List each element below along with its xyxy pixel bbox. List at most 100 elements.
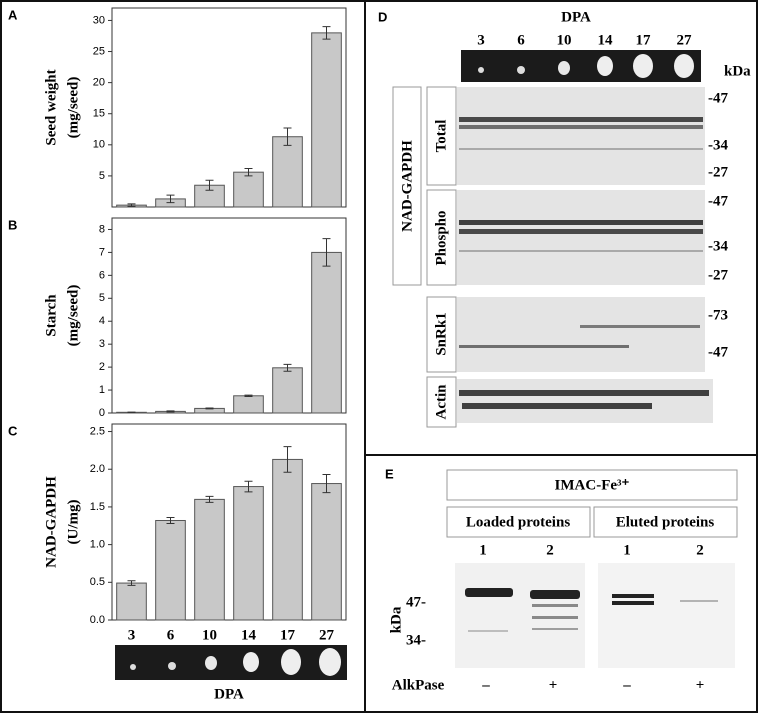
panel-label: C	[8, 423, 18, 438]
y-axis-label: Seed weight	[43, 69, 59, 145]
y-tick-label: 5	[99, 292, 105, 304]
bar	[272, 367, 303, 414]
blot-label: Actin	[433, 384, 449, 420]
x-tick-label: 17	[280, 627, 296, 643]
error-bar	[205, 495, 214, 503]
label-box	[593, 506, 738, 538]
blot-label: SnRk1	[433, 312, 449, 355]
plot-frame	[111, 423, 347, 621]
error-bar	[127, 580, 136, 586]
group-label: Loaded proteins	[466, 514, 570, 530]
y-tick-label: 15	[93, 108, 105, 120]
plot-frame	[111, 7, 347, 208]
bar	[155, 519, 186, 621]
y-tick-label: 30	[93, 14, 105, 26]
marker-label: -27	[708, 267, 728, 283]
error-bar	[127, 203, 136, 207]
blot-image	[457, 87, 713, 423]
lane-label: 1	[623, 542, 631, 558]
error-bar	[244, 394, 253, 397]
x-tick-label: 27	[319, 627, 335, 643]
error-bar	[166, 194, 175, 204]
y-tick-label: 20	[93, 77, 105, 89]
error-bar	[322, 238, 331, 267]
y-axis-label: (mg/seed)	[65, 285, 81, 347]
y-tick-label: 7	[99, 246, 105, 258]
marker-label: -34	[708, 137, 728, 153]
x-tick-label: 10	[202, 627, 217, 643]
unit-label: kDa	[388, 606, 404, 633]
y-axis-label: NAD-GAPDH	[43, 476, 59, 568]
plot-frame	[111, 217, 347, 414]
blot-image	[455, 563, 735, 668]
seed-strip	[461, 50, 701, 82]
bar	[311, 251, 342, 414]
label-box	[446, 469, 738, 501]
marker-label: 34-	[406, 632, 426, 648]
bar	[233, 171, 264, 208]
y-tick-label: 3	[99, 338, 105, 350]
lane-label: 14	[598, 32, 614, 48]
label-box	[426, 86, 457, 186]
bar	[311, 483, 342, 621]
y-axis-label: Starch	[43, 294, 59, 337]
lane-label: 6	[517, 32, 525, 48]
bar	[272, 458, 303, 621]
bar	[194, 498, 225, 621]
treatment-label: AlkPase	[392, 677, 445, 693]
protein-label: NAD-GAPDH	[399, 140, 415, 232]
y-tick-label: 2.5	[90, 425, 105, 437]
unit-label: kDa	[724, 63, 751, 79]
label-box	[446, 506, 591, 538]
lane-label: 3	[477, 32, 485, 48]
y-tick-label: 0.5	[90, 576, 105, 588]
label-box	[426, 296, 457, 373]
blot-title: DPA	[561, 9, 591, 25]
panel-label: A	[8, 7, 18, 22]
bar	[116, 582, 147, 621]
sign-label: +	[696, 677, 705, 693]
error-bar	[244, 167, 253, 177]
label-box	[426, 189, 457, 286]
lane-label: 10	[557, 32, 572, 48]
panel-e-border	[364, 454, 758, 713]
marker-label: -73	[708, 307, 728, 323]
panel-label: B	[8, 217, 17, 232]
y-tick-label: 1	[99, 384, 105, 396]
x-tick-label: 14	[241, 627, 257, 643]
error-bar	[322, 474, 331, 494]
error-bar	[283, 446, 292, 473]
x-axis-label: DPA	[214, 686, 244, 702]
marker-label: -47	[708, 193, 728, 209]
y-tick-label: 10	[93, 139, 105, 151]
sign-label: +	[549, 677, 558, 693]
error-bar	[205, 407, 214, 410]
panel-label: D	[378, 9, 387, 24]
error-bar	[166, 410, 175, 413]
label-box	[426, 376, 457, 428]
label-box	[392, 86, 422, 286]
marker-label: -34	[708, 238, 728, 254]
panel-label: E	[385, 466, 394, 481]
bar	[272, 136, 303, 208]
lane-label: 17	[636, 32, 652, 48]
marker-label: -47	[708, 344, 728, 360]
y-tick-label: 1.0	[90, 539, 105, 551]
error-bar	[322, 26, 331, 40]
marker-label: -47	[708, 90, 728, 106]
error-bar	[205, 179, 214, 191]
y-tick-label: 2	[99, 361, 105, 373]
bar	[311, 32, 342, 208]
sign-label: –	[622, 677, 631, 693]
blot-label: Total	[433, 120, 449, 153]
y-tick-label: 2.0	[90, 463, 105, 475]
y-tick-label: 0	[99, 407, 105, 419]
y-tick-label: 1.5	[90, 501, 105, 513]
y-axis-label: (U/mg)	[65, 500, 81, 545]
lane-label: 27	[677, 32, 693, 48]
lane-label: 2	[696, 542, 704, 558]
error-bar	[283, 127, 292, 146]
sign-label: –	[481, 677, 490, 693]
lane-label: 1	[479, 542, 487, 558]
